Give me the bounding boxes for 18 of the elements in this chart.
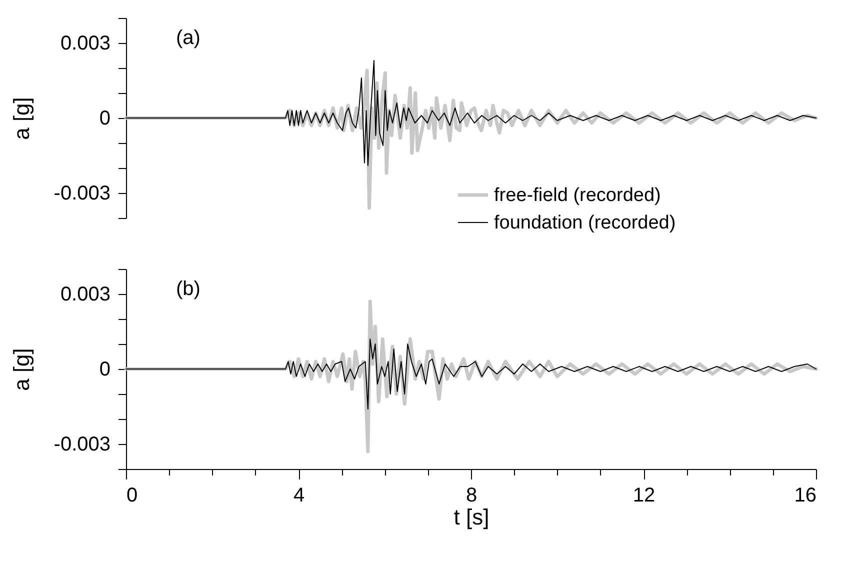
x-tick-label: 4	[293, 484, 305, 506]
legend-label: free-field (recorded)	[494, 185, 661, 206]
x-axis-title: t [s]	[454, 504, 490, 530]
y-tick-label: 0.003	[60, 284, 110, 306]
y-tick-label: 0	[99, 108, 110, 130]
annotation: (b)	[176, 278, 200, 300]
x-tick-label: 8	[466, 484, 478, 506]
legend-label: foundation (recorded)	[494, 212, 676, 234]
y-tick-label: -0.003	[54, 182, 110, 204]
y-tick-label: -0.003	[54, 434, 110, 456]
x-tick-label: 0	[126, 484, 138, 506]
y-axis-title: a [g]	[8, 97, 34, 140]
y-axis-title: a [g]	[8, 348, 34, 391]
y-tick-label: 0	[99, 358, 110, 380]
x-tick-label: 16	[794, 484, 816, 506]
annotation: (a)	[176, 27, 200, 49]
x-tick-label: 12	[632, 484, 656, 506]
y-tick-label: 0.003	[60, 32, 110, 54]
